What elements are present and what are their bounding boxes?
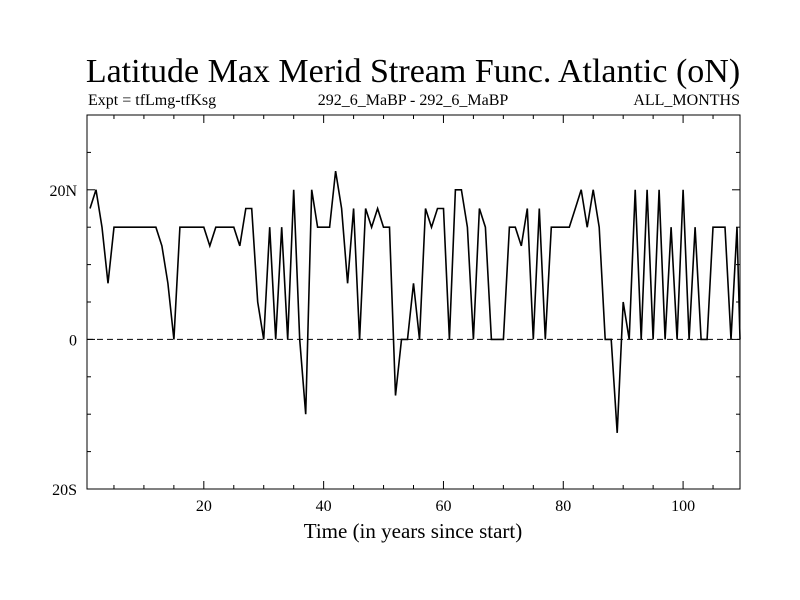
chart-subtitle-right: ALL_MONTHS <box>633 92 740 109</box>
y-tick-label: 20S <box>52 482 77 499</box>
chart-subtitle-center: 292_6_MaBP - 292_6_MaBP <box>318 92 509 109</box>
x-tick-label: 60 <box>435 498 451 515</box>
x-tick-label: 20 <box>196 498 212 515</box>
axis-tick-labels: 20S 0 20N 20 40 60 80 100 <box>49 183 695 515</box>
chart-subtitle-left: Expt = tfLmg-tfKsg <box>88 92 216 109</box>
x-tick-label: 80 <box>555 498 571 515</box>
series-group <box>89 170 741 433</box>
series-line <box>89 170 741 433</box>
x-tick-label: 40 <box>316 498 332 515</box>
x-axis-label: Time (in years since start) <box>304 519 523 543</box>
chart-title: Latitude Max Merid Stream Func. Atlantic… <box>86 53 740 90</box>
x-tick-label: 100 <box>671 498 695 515</box>
y-tick-label: 20N <box>49 183 77 200</box>
y-tick-label: 0 <box>69 332 77 349</box>
